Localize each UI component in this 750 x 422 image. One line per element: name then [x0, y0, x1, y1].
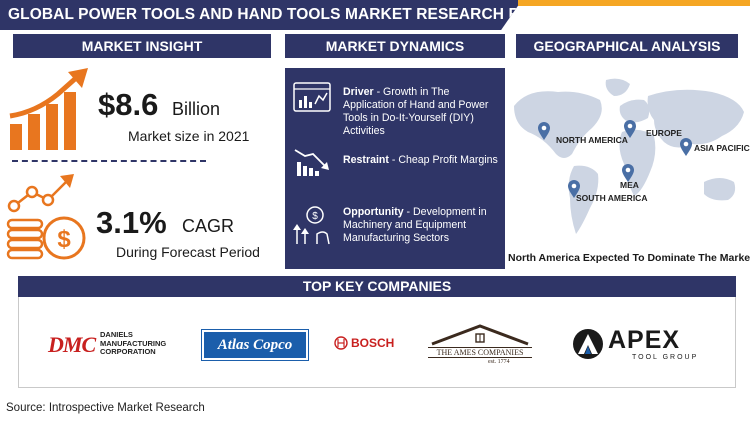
bosch-logo: BOSCH: [334, 334, 394, 354]
region-label-mea: MEA: [620, 180, 639, 190]
dmc-name-line1: DANIELS: [100, 330, 133, 339]
market-dynamics-panel: Driver - Growth in The Application of Ha…: [285, 68, 505, 269]
ames-established: est. 1774: [488, 359, 510, 365]
region-label-south-america: SOUTH AMERICA: [576, 193, 648, 203]
north-america-pin-icon: [538, 122, 550, 140]
insight-divider: [12, 160, 206, 162]
region-label-europe: EUROPE: [646, 128, 682, 138]
source-note: Source: Introspective Market Research: [6, 402, 205, 414]
region-label-asia-pacific: ASIA PACIFIC: [694, 143, 750, 153]
opportunity-text: Opportunity - Development in Machinery a…: [343, 206, 487, 244]
opportunity-growth-icon: $: [291, 204, 335, 246]
svg-text:$: $: [312, 211, 318, 222]
dmc-name-line2: MANUFACTURING: [100, 338, 167, 348]
cagr-unit: CAGR: [182, 216, 235, 236]
geographical-analysis-header: GEOGRAPHICAL ANALYSIS: [516, 34, 738, 58]
apex-emblem-icon: [573, 329, 603, 359]
analytics-dashboard-icon: [291, 80, 335, 116]
bosch-armature-icon: [334, 336, 348, 350]
title-accent-bar: [518, 0, 750, 6]
top-key-companies-header: TOP KEY COMPANIES: [18, 276, 736, 297]
asia-pacific-pin-icon: [680, 138, 692, 156]
mea-pin-icon: [622, 164, 634, 182]
ames-wordmark: THE AMES COMPANIES: [428, 347, 532, 358]
coins-growth-icon: $: [6, 172, 98, 262]
atlas-copco-wordmark: Atlas Copco: [217, 337, 293, 353]
declining-chart-icon: [291, 144, 335, 180]
cagr-caption: During Forecast Period: [116, 244, 260, 260]
europe-pin-icon: [624, 120, 636, 138]
apex-tool-group-logo: APEX TOOL GROUP: [572, 326, 704, 364]
region-label-north-america: NORTH AMERICA: [556, 135, 628, 145]
report-title: GLOBAL POWER TOOLS AND HAND TOOLS MARKET…: [0, 0, 522, 30]
growth-bar-chart-icon: [6, 66, 98, 154]
south-america-pin-icon: [568, 180, 580, 198]
cagr-value: 3.1%: [96, 205, 167, 240]
driver-text: Driver - Growth in The Application of Ha…: [343, 86, 489, 137]
atlas-copco-logo: Atlas Copco: [201, 329, 309, 361]
dmc-logo: DMC DANIELS MANUFACTURING CORPORATION: [48, 330, 178, 358]
apex-subtitle: TOOL GROUP: [632, 354, 699, 361]
market-size-caption: Market size in 2021: [128, 128, 250, 144]
dmc-mark: DMC: [48, 332, 96, 357]
market-size-value: $8.6: [98, 87, 159, 122]
bosch-wordmark: BOSCH: [351, 336, 395, 350]
svg-text:$: $: [57, 226, 71, 253]
dmc-name-line3: CORPORATION: [100, 347, 156, 356]
market-size-unit: Billion: [172, 99, 221, 119]
ames-house-roof-icon: [431, 324, 529, 346]
map-caption: North America Expected To Dominate The M…: [508, 252, 750, 264]
apex-wordmark: APEX: [608, 326, 681, 354]
ames-companies-logo: THE AMES COMPANIES est. 1774: [428, 322, 532, 366]
world-map: NORTH AMERICA EUROPE ASIA PACIFIC MEA SO…: [508, 66, 750, 246]
market-dynamics-header: MARKET DYNAMICS: [285, 34, 505, 58]
restraint-text: Restraint - Cheap Profit Margins: [343, 154, 498, 166]
market-insight-header: MARKET INSIGHT: [13, 34, 271, 58]
